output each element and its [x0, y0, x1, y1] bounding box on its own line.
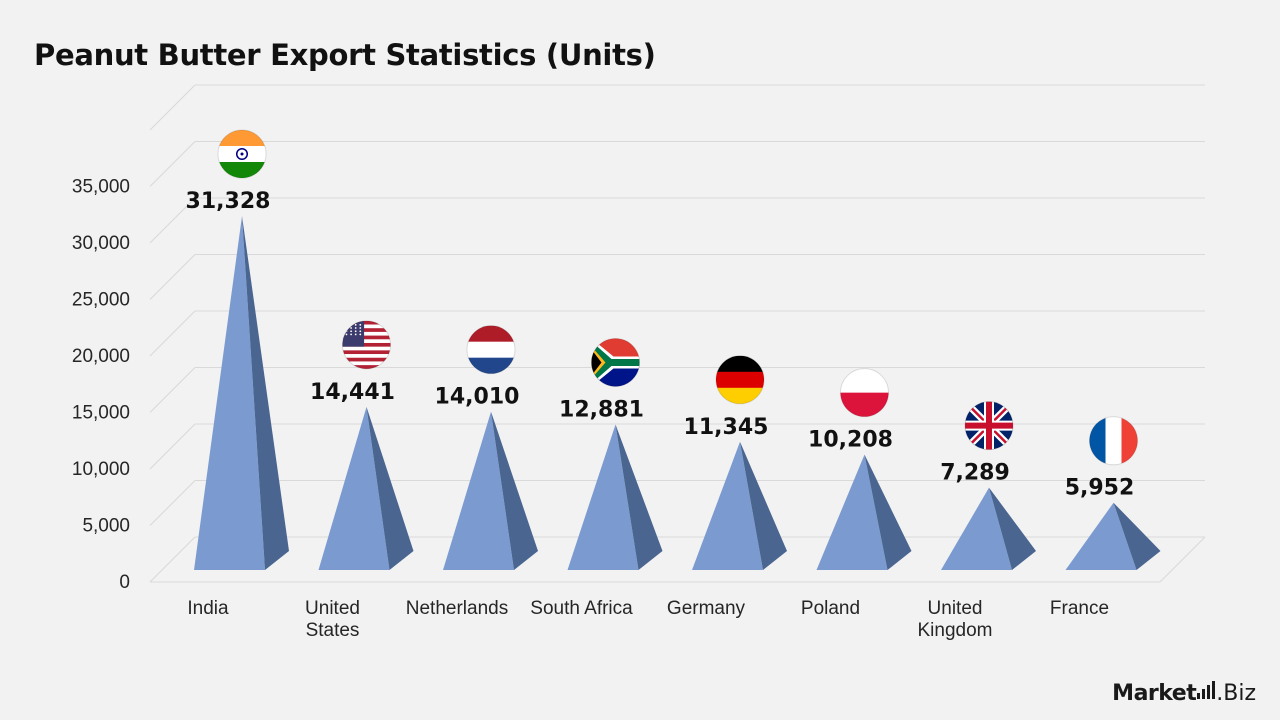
pyramid-bar	[692, 441, 787, 570]
category-label: United Kingdom	[918, 598, 993, 641]
gridline	[149, 367, 1205, 413]
category-label: United States	[305, 598, 360, 641]
pyramid-bar	[318, 406, 414, 570]
y-tick-label: 20,000	[72, 346, 130, 367]
pyramid-bar	[941, 487, 1036, 570]
y-tick-label: 30,000	[72, 233, 130, 254]
gridline	[149, 197, 1205, 244]
y-tick-label: 35,000	[72, 177, 130, 198]
india-flag-icon	[217, 129, 267, 179]
pyramid-bar	[816, 454, 912, 570]
value-label: 11,345	[684, 415, 769, 440]
gridline	[149, 423, 1205, 470]
category-label: Germany	[667, 598, 746, 619]
value-label: 14,441	[310, 380, 395, 405]
page-title: Peanut Butter Export Statistics (Units)	[34, 38, 656, 72]
netherlands-flag-icon	[466, 325, 516, 375]
y-tick-label: 0	[119, 572, 130, 593]
pyramid-bar	[567, 424, 663, 570]
gridline	[149, 480, 1205, 526]
pyramid-bar	[194, 215, 289, 571]
brand-bars-icon	[1197, 681, 1216, 699]
y-tick-label: 25,000	[72, 290, 130, 311]
gridline	[149, 310, 1205, 357]
france-flag-icon	[1089, 416, 1138, 466]
uk-flag-icon	[964, 401, 1014, 451]
brand-logo: Market .Biz	[1112, 681, 1256, 706]
gridline	[149, 254, 1205, 300]
value-label: 14,010	[435, 385, 520, 410]
category-label: South Africa	[530, 598, 633, 619]
brand-suffix: .Biz	[1216, 681, 1256, 706]
poland-flag-icon	[840, 368, 889, 418]
usa-flag-icon	[342, 320, 391, 370]
value-label: 7,289	[940, 461, 1010, 486]
value-label: 31,328	[186, 189, 271, 214]
y-tick-label: 10,000	[72, 459, 130, 480]
gridline	[149, 84, 1205, 131]
germany-flag-icon	[715, 355, 765, 405]
brand-word: Market	[1112, 681, 1197, 706]
y-tick-label: 5,000	[82, 516, 130, 537]
south-africa-flag-icon	[591, 337, 640, 387]
pyramid-bar	[1065, 502, 1161, 570]
y-tick-label: 15,000	[72, 403, 130, 424]
value-label: 12,881	[559, 397, 644, 422]
category-label: India	[187, 598, 229, 619]
value-label: 10,208	[808, 428, 893, 453]
category-label: Poland	[801, 598, 860, 619]
pyramid-bar	[443, 411, 538, 570]
category-label: France	[1050, 598, 1109, 619]
gridline	[149, 141, 1205, 187]
gridline	[149, 536, 1206, 583]
value-label: 5,952	[1065, 476, 1135, 501]
category-label: Netherlands	[406, 598, 508, 619]
